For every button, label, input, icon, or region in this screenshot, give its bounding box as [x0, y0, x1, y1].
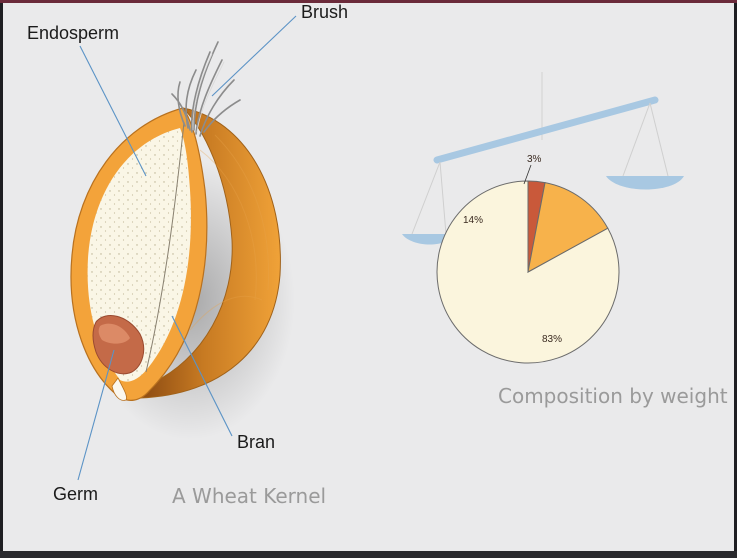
pie-label-83pct: 83% — [542, 334, 562, 345]
leader-germ — [77, 349, 115, 481]
label-endosperm: Endosperm — [27, 23, 119, 43]
top-edge-strip — [0, 0, 737, 3]
kernel-caption: A Wheat Kernel — [172, 484, 326, 508]
kernel-shell-texture — [189, 134, 270, 331]
leader-brush — [211, 15, 297, 97]
pie-slice-14pct — [527, 182, 609, 273]
leader-lines — [77, 15, 297, 481]
brush-hairs — [171, 41, 241, 137]
pie-callout-3pct — [523, 164, 532, 185]
pie-label-14pct: 14% — [463, 215, 483, 226]
label-bran: Bran — [237, 432, 275, 452]
composition-caption: Composition by weight — [498, 384, 728, 408]
kernel-crease-line — [145, 121, 185, 373]
kernel-tip — [111, 377, 127, 401]
scale-right-pan — [606, 176, 684, 190]
bottom-edge-bar — [0, 551, 737, 558]
leader-endosperm — [79, 45, 147, 177]
kernel-back-shell — [139, 107, 281, 399]
label-brush: Brush — [301, 3, 348, 22]
leader-bran — [171, 315, 233, 437]
label-germ: Germ — [53, 484, 98, 504]
wheat-kernel-diagram: Endosperm Brush Bran Germ A Wheat Kernel — [27, 3, 728, 508]
pie-label-3pct: 3% — [527, 154, 542, 165]
scale-beam — [433, 96, 659, 164]
composition-pie-chart — [436, 180, 620, 364]
germ-inner — [98, 323, 130, 344]
diagram-canvas: Endosperm Brush Bran Germ A Wheat Kernel — [3, 3, 734, 551]
